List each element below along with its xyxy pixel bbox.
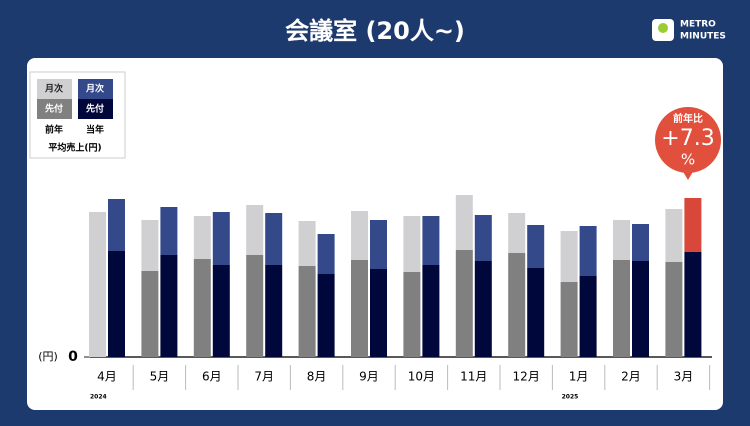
bar-segment (317, 274, 335, 357)
bar-segment (193, 259, 211, 357)
callout-pointer (682, 170, 694, 180)
x-tick-label: 11月 (460, 370, 487, 384)
bar-segment (403, 216, 421, 272)
bar-segment (212, 265, 230, 357)
legend-entry: 先付 (45, 103, 63, 115)
bar-segment (89, 212, 106, 357)
bar-segment (370, 269, 387, 357)
bar-segment (508, 253, 526, 357)
callout (655, 107, 721, 173)
bar-segment (455, 195, 473, 250)
legend-entry: 月次 (44, 83, 63, 95)
bar-segment (193, 216, 211, 259)
bar-segment (632, 261, 649, 357)
bar-segment (422, 216, 440, 265)
x-tick-label: 7月 (254, 370, 274, 384)
callout-label: 前年比 (673, 112, 703, 125)
legend-entry: 月次 (85, 83, 104, 95)
y-unit: (円) (38, 350, 58, 363)
bar-segment (265, 213, 283, 265)
bar-segment (684, 252, 702, 357)
bar-segment (212, 212, 230, 265)
logo-text: MINUTES (680, 32, 726, 42)
bar-segment (474, 261, 492, 357)
bar-segment (560, 231, 578, 282)
bar-segment (527, 225, 545, 268)
bar-segment (527, 268, 545, 357)
bar-segment (298, 221, 316, 266)
legend-swatch (78, 99, 113, 119)
bar-segment (141, 271, 159, 357)
legend-swatch (78, 79, 113, 99)
y-tick-label: 0 (68, 349, 78, 365)
logo-pin (658, 23, 668, 33)
logo: METRO MINUTES (652, 19, 726, 42)
legend-title: 平均売上(円) (48, 142, 101, 154)
x-tick-label: 9月 (359, 370, 379, 384)
x-tick-label: 1月 (569, 370, 589, 384)
bar-segment (613, 260, 630, 357)
x-tick-label: 6月 (202, 370, 222, 384)
bar-segment (579, 226, 597, 276)
bar-segment (265, 265, 283, 357)
legend-label: 前年 (45, 124, 63, 136)
logo-text: METRO (680, 20, 716, 30)
bar-segment (160, 255, 178, 357)
bar-segment (665, 209, 683, 262)
bar-segment (684, 198, 702, 252)
year-label: 2025 (562, 394, 579, 401)
bar-segment (455, 250, 473, 357)
legend-swatch (37, 79, 72, 99)
bar-segment (474, 215, 492, 261)
bar-segment (403, 272, 421, 357)
bar-segment (632, 224, 649, 261)
x-tick-label: 10月 (408, 370, 435, 384)
bar-segment (579, 276, 597, 357)
bar-segment (317, 234, 335, 274)
x-tick-label: 5月 (150, 370, 170, 384)
bar-segment (108, 199, 125, 251)
bar-segment (422, 265, 440, 357)
chart-title: 会議室 (20人~) (285, 17, 465, 45)
x-tick-label: 8月 (307, 370, 327, 384)
x-tick-label: 2月 (621, 370, 641, 384)
legend-entry: 先付 (86, 103, 104, 115)
bar-segment (298, 266, 316, 357)
bar-segment (246, 205, 264, 255)
year-label: 2024 (90, 394, 107, 401)
bar-segment (370, 220, 387, 269)
callout-unit: % (681, 151, 695, 169)
bar-segment (160, 207, 178, 255)
legend-label: 当年 (86, 124, 104, 136)
x-tick-label: 4月 (97, 370, 117, 384)
bar-segment (351, 211, 368, 260)
bar-segment (246, 255, 264, 357)
bar-segment (560, 282, 578, 357)
callout-value: +7.3 (661, 126, 714, 151)
bar-segment (108, 251, 125, 357)
bar-segment (508, 213, 526, 253)
legend-swatch (37, 99, 72, 119)
bar-segment (665, 262, 683, 357)
x-tick-label: 12月 (513, 370, 540, 384)
x-tick-label: 3月 (674, 370, 694, 384)
bar-segment (141, 220, 159, 271)
bar-segment (351, 260, 368, 357)
bar-segment (613, 220, 630, 260)
